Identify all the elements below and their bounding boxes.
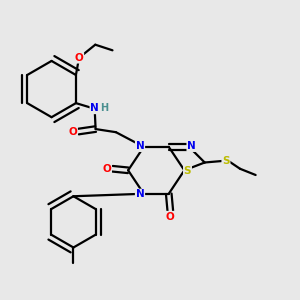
Text: N: N [136,189,144,200]
Text: S: S [222,156,230,166]
Text: S: S [184,166,191,176]
Text: N: N [187,141,196,151]
Text: O: O [68,127,77,136]
Text: O: O [166,212,175,222]
Text: N: N [90,103,99,113]
Text: H: H [100,103,108,113]
Text: O: O [75,53,83,63]
Text: O: O [103,164,111,174]
Text: N: N [136,141,144,151]
